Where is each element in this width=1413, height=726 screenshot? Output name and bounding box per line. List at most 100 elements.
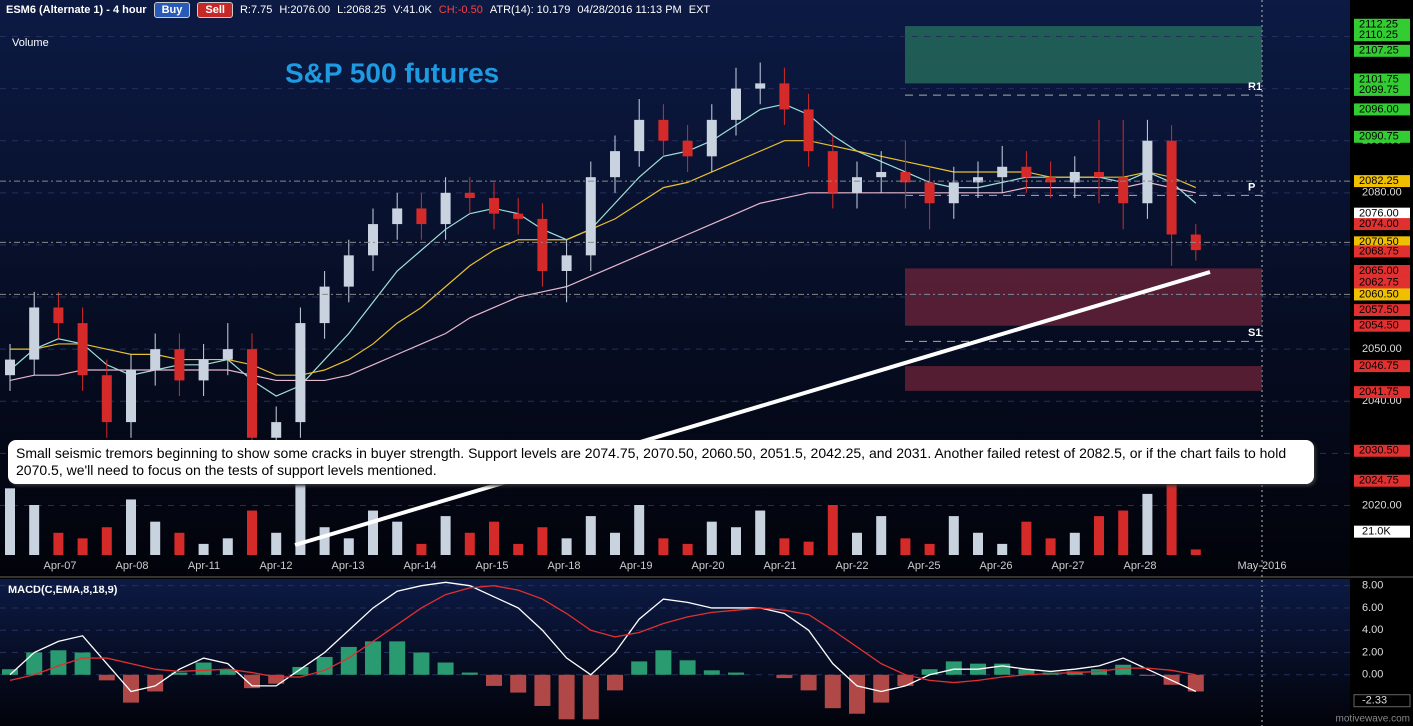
macd-histogram-bar — [945, 661, 962, 675]
header: ESM6 (Alternate 1) - 4 hour Buy Sell R:7… — [0, 0, 1350, 20]
volume-bar — [198, 543, 209, 555]
y-tick-label: 2050.00 — [1362, 343, 1402, 355]
stat: 04/28/2016 11:13 PM — [577, 4, 682, 16]
price-tag-label: 2096.00 — [1359, 103, 1399, 115]
candle-body — [634, 119, 645, 152]
macd-histogram-bar — [461, 672, 478, 675]
volume-bar — [343, 538, 354, 555]
macd-histogram-bar — [74, 652, 91, 675]
chart-title: S&P 500 futures — [285, 57, 499, 88]
macd-tick-label: 4.00 — [1362, 624, 1383, 636]
macd-histogram-bar — [824, 674, 841, 709]
stat: ATR(14): 10.179 — [489, 4, 571, 16]
macd-histogram-bar — [679, 660, 696, 675]
macd-histogram-bar — [703, 670, 720, 675]
x-tick-label: Apr-27 — [1051, 560, 1084, 572]
macd-histogram-bar — [897, 674, 914, 686]
volume-bar — [610, 532, 620, 555]
candle-body — [1166, 140, 1177, 235]
price-tag-label: 2065.00 — [1359, 265, 1399, 277]
price-tag-label: 2024.75 — [1359, 475, 1399, 487]
candle-body — [126, 370, 136, 423]
price-tag — [1354, 276, 1410, 289]
macd-histogram-bar — [340, 646, 357, 675]
stats: R:7.75 H:2076.00 L:2068.25 V:41.0K CH:-0.50 A… — [240, 4, 710, 16]
candle-body — [1045, 177, 1056, 183]
x-tick-label: Apr-15 — [475, 560, 508, 572]
volume-bar — [1069, 532, 1080, 555]
watermark: motivewave.com — [1336, 714, 1410, 725]
volume-title: Volume — [12, 37, 49, 49]
volume-bar — [997, 543, 1008, 555]
candle-body — [900, 171, 911, 183]
x-tick-label: Apr-26 — [979, 560, 1012, 572]
macd-histogram-bar — [389, 641, 406, 675]
price-tag — [1354, 103, 1410, 116]
volume-bar — [682, 543, 693, 555]
candle-body — [150, 349, 161, 370]
macd-histogram-bar — [219, 669, 236, 675]
candle-body — [658, 119, 669, 141]
volume-bar — [537, 527, 548, 555]
stat: H:2076.00 — [279, 4, 331, 16]
sell-button[interactable]: Sell — [197, 2, 233, 18]
price-tag-label: 2107.25 — [1359, 45, 1399, 57]
x-tick-label: Apr-19 — [619, 560, 652, 572]
volume-bar — [319, 527, 330, 555]
x-tick-label: Apr-12 — [259, 560, 292, 572]
price-tag-label: 2054.50 — [1359, 320, 1399, 332]
price-tag — [1354, 73, 1410, 86]
volume-bar — [513, 543, 524, 555]
price-tag — [1354, 130, 1410, 143]
macd-histogram-bar — [776, 674, 793, 679]
volume-bar — [1045, 538, 1056, 555]
macd-histogram-bar — [921, 669, 938, 675]
x-tick-label: Apr-14 — [403, 560, 436, 572]
x-tick-label: Apr-25 — [907, 560, 940, 572]
price-tag — [1354, 444, 1410, 457]
candle-body — [77, 323, 88, 376]
candle-body — [53, 307, 64, 324]
y-tick-label: 2040.00 — [1362, 395, 1402, 407]
volume-bar — [489, 521, 499, 555]
candle-body — [392, 208, 403, 225]
x-tick-label: Apr-13 — [331, 560, 364, 572]
volume-bar — [464, 532, 475, 555]
macd-histogram-bar — [98, 674, 115, 681]
pivot-label: S1 — [1248, 327, 1261, 339]
macd-histogram-bar — [873, 674, 890, 703]
signal-line — [9, 585, 1196, 684]
candle-body — [29, 307, 40, 360]
buy-button[interactable]: Buy — [153, 2, 191, 18]
volume-tag — [1354, 525, 1410, 538]
candle-body — [779, 83, 790, 110]
price-tag — [1354, 264, 1410, 277]
macd-histogram-bar — [244, 674, 260, 689]
volume-bar — [174, 532, 185, 555]
price-tag — [1354, 360, 1410, 373]
macd-histogram-bar — [1115, 664, 1132, 675]
volume-bar — [126, 499, 136, 555]
pivot-label: P — [1248, 181, 1255, 193]
candle-body — [198, 359, 209, 381]
macd-histogram-bar — [728, 672, 744, 675]
candle-body — [537, 218, 548, 271]
macd-tag — [1353, 694, 1411, 708]
volume-bar — [1021, 521, 1032, 555]
stat: R:7.75 — [239, 4, 273, 16]
price-tag-label: 2068.75 — [1359, 245, 1399, 257]
y-tick-label: 2020.00 — [1362, 499, 1402, 511]
volume-bar — [295, 477, 306, 555]
candle-body — [416, 208, 427, 225]
price-tag — [1354, 44, 1410, 57]
macd-title: MACD(C,EMA,8,18,9) — [8, 584, 118, 596]
volume-bar — [755, 510, 766, 555]
macd-histogram-bar — [486, 674, 502, 686]
macd-histogram-bar — [582, 674, 599, 720]
price-tag — [1354, 83, 1410, 96]
volume-tag-label: 21.0K — [1362, 526, 1391, 538]
price-tag — [1354, 319, 1410, 332]
volume-bar — [440, 516, 451, 555]
price-tag-label: 2060.50 — [1359, 288, 1399, 300]
